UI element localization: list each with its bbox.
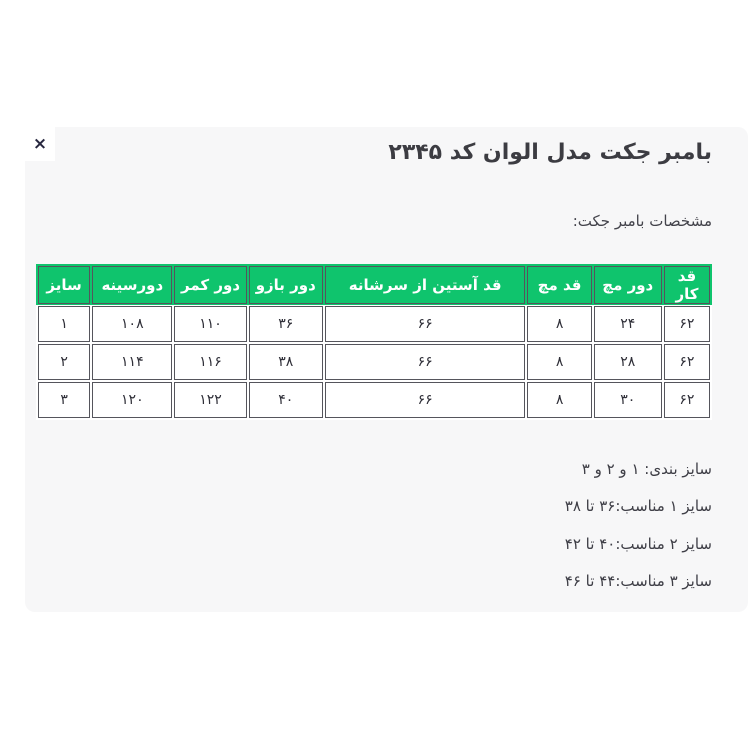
- close-button[interactable]: ×: [25, 127, 55, 161]
- table-cell: ۴۰: [248, 381, 323, 418]
- column-header: دورسینه: [92, 265, 173, 304]
- table-header-row: قد کار دور مچ قد مچ قد آستین از سرشانه دور ب…: [38, 265, 710, 304]
- column-header: دور کمر: [174, 265, 247, 304]
- table-cell: ۱۰۸: [92, 305, 173, 342]
- sizing-note: سایز بندی: ۱ و ۲ و ۳: [581, 459, 712, 478]
- table-cell: ۱۱۴: [92, 343, 173, 380]
- table-cell: ۶۲: [663, 305, 710, 342]
- table-row: ۶۲ ۲۴ ۸ ۶۶ ۳۶ ۱۱۰ ۱۰۸ ۱: [38, 305, 710, 342]
- table-row: ۶۲ ۲۸ ۸ ۶۶ ۳۸ ۱۱۶ ۱۱۴ ۲: [38, 343, 710, 380]
- sizing-note: سایز ۳ مناسب:۴۴ تا ۴۶: [564, 572, 712, 591]
- table-cell: ۳۸: [248, 343, 323, 380]
- table-cell: ۱۲۲: [174, 381, 247, 418]
- table-cell: ۶۶: [324, 381, 526, 418]
- table-cell: ۳۰: [593, 381, 662, 418]
- sizing-notes: سایز بندی: ۱ و ۲ و ۳ سایز ۱ مناسب:۳۶ تا …: [38, 451, 712, 601]
- table-cell: ۸: [527, 343, 592, 380]
- sizing-note: سایز ۱ مناسب:۳۶ تا ۳۸: [564, 497, 712, 516]
- table-cell: ۳۶: [248, 305, 323, 342]
- table-cell: ۳: [38, 381, 91, 418]
- table-cell: ۱: [38, 305, 91, 342]
- column-header: دور بازو: [248, 265, 323, 304]
- table-cell: ۲: [38, 343, 91, 380]
- table-cell: ۲۴: [593, 305, 662, 342]
- table-cell: ۱۲۰: [92, 381, 173, 418]
- table-cell: ۸: [527, 305, 592, 342]
- column-header: قد آستین از سرشانه: [324, 265, 526, 304]
- table-body: ۶۲ ۲۴ ۸ ۶۶ ۳۶ ۱۱۰ ۱۰۸ ۱ ۶۲ ۲۸ ۸ ۶۶ ۳۸ ۱۱۶ ۱۱۴ ۲ ۶۲ ۳۰ ۸ ۶۶ ۴…: [38, 305, 710, 418]
- table-row: ۶۲ ۳۰ ۸ ۶۶ ۴۰ ۱۲۲ ۱۲۰ ۳: [38, 381, 710, 418]
- column-header: قد مچ: [527, 265, 592, 304]
- product-spec-panel: × بامبر جکت مدل الوان کد ۲۳۴۵ مشخصات بام…: [25, 127, 748, 612]
- panel-content: بامبر جکت مدل الوان کد ۲۳۴۵ مشخصات بامبر…: [25, 127, 748, 601]
- table-cell: ۶۲: [663, 381, 710, 418]
- size-chart-table: قد کار دور مچ قد مچ قد آستین از سرشانه دور ب…: [36, 263, 712, 420]
- table-cell: ۸: [527, 381, 592, 418]
- table-cell: ۱۱۶: [174, 343, 247, 380]
- column-header: سایز: [38, 265, 91, 304]
- column-header: قد کار: [663, 265, 710, 304]
- page-title: بامبر جکت مدل الوان کد ۲۳۴۵: [388, 140, 712, 165]
- table-cell: ۱۱۰: [174, 305, 247, 342]
- spec-subtitle: مشخصات بامبر جکت:: [572, 211, 712, 230]
- table-cell: ۶۶: [324, 305, 526, 342]
- table-cell: ۶۲: [663, 343, 710, 380]
- sizing-note: سایز ۲ مناسب:۴۰ تا ۴۲: [564, 534, 712, 553]
- table-cell: ۲۸: [593, 343, 662, 380]
- column-header: دور مچ: [593, 265, 662, 304]
- table-cell: ۶۶: [324, 343, 526, 380]
- close-icon: ×: [32, 133, 48, 154]
